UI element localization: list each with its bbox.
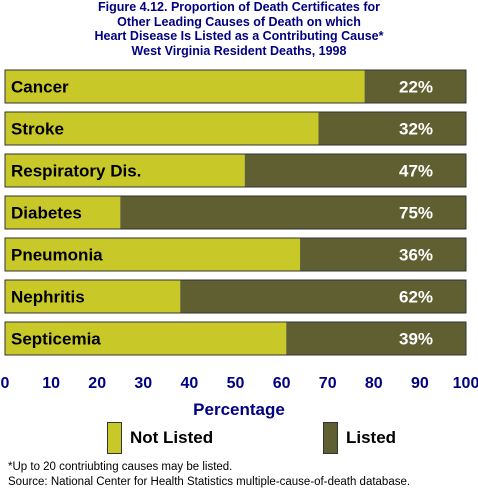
x-tick-label-100: 100: [453, 375, 478, 392]
x-tick-label-20: 20: [88, 375, 106, 392]
x-tick-label-50: 50: [227, 375, 245, 392]
x-tick-label-60: 60: [273, 375, 291, 392]
title-line-2: Other Leading Causes of Death on which: [117, 14, 361, 29]
category-label-stroke: Stroke: [11, 120, 64, 139]
bar-not-listed-cancer: [5, 70, 365, 103]
legend-label-listed: Listed: [346, 428, 397, 447]
category-label-respiratory-dis: Respiratory Dis.: [11, 162, 141, 181]
bar-outline-septicemia: [4, 321, 467, 356]
bar-outline-cancer: [4, 69, 467, 104]
x-tick-label-40: 40: [181, 375, 199, 392]
category-label-cancer: Cancer: [11, 78, 69, 97]
bar-not-listed-diabetes: [5, 196, 121, 229]
data-label-diabetes: 75%: [399, 204, 433, 223]
bar-outline-nephritis: [4, 279, 467, 314]
data-label-respiratory-dis: 47%: [399, 162, 433, 181]
data-label-nephritis: 62%: [399, 288, 433, 307]
legend-item-not-listed: Not Listed: [107, 422, 213, 454]
bar-not-listed-septicemia: [5, 322, 287, 355]
bar-listed-pneumonia: [300, 238, 466, 271]
bar-outline-stroke: [4, 111, 467, 146]
category-label-pneumonia: Pneumonia: [11, 246, 103, 265]
x-tick-label-80: 80: [365, 375, 383, 392]
data-label-septicemia: 39%: [399, 330, 433, 349]
x-tick-label-10: 10: [42, 375, 60, 392]
bar-not-listed-respiratory-dis: [5, 154, 245, 187]
legend-swatch-not-listed: [107, 422, 122, 454]
title-line-4: West Virginia Resident Deaths, 1998: [131, 43, 347, 58]
bar-outline-diabetes: [4, 195, 467, 230]
legend-label-not-listed: Not Listed: [130, 428, 214, 447]
title-line-1: Figure 4.12. Proportion of Death Certifi…: [98, 0, 380, 14]
bar-listed-diabetes: [120, 196, 466, 229]
x-tick-label-90: 90: [411, 375, 429, 392]
bar-not-listed-pneumonia: [5, 238, 301, 271]
legend-swatch-listed: [323, 422, 338, 454]
bar-chart: Cancer 22% Stroke 32% Respiratory Dis. 47% Dia…: [1, 69, 478, 392]
bar-listed-nephritis: [180, 280, 466, 313]
bar-not-listed-nephritis: [5, 280, 181, 313]
bar-outline-pneumonia: [4, 237, 467, 272]
footnote: *Up to 20 contriubting causes may be lis…: [8, 460, 410, 490]
legend-item-listed: Listed: [323, 422, 396, 454]
category-label-diabetes: Diabetes: [11, 204, 82, 223]
x-axis-label: Percentage: [193, 400, 285, 419]
x-tick-label-70: 70: [319, 375, 337, 392]
bar-listed-stroke: [318, 112, 466, 145]
chart-title: Figure 4.12. Proportion of Death Certifi…: [0, 0, 478, 58]
data-label-stroke: 32%: [399, 120, 433, 139]
bar-listed-septicemia: [286, 322, 466, 355]
x-tick-label-0: 0: [1, 375, 10, 392]
bar-outline-respiratory-dis: [4, 153, 467, 188]
category-label-nephritis: Nephritis: [11, 288, 85, 307]
category-label-septicemia: Septicemia: [11, 330, 101, 349]
footnote-line-2: Source: National Center for Health Stati…: [8, 476, 411, 488]
bar-listed-cancer: [364, 70, 466, 103]
data-label-cancer: 22%: [399, 78, 433, 97]
bar-not-listed-stroke: [5, 112, 319, 145]
x-tick-label-30: 30: [134, 375, 152, 392]
title-line-3: Heart Disease Is Listed as a Contributin…: [94, 29, 384, 43]
bar-listed-respiratory-dis: [244, 154, 466, 187]
footnote-line-1: *Up to 20 contriubting causes may be lis…: [8, 461, 233, 473]
data-label-pneumonia: 36%: [399, 246, 433, 265]
